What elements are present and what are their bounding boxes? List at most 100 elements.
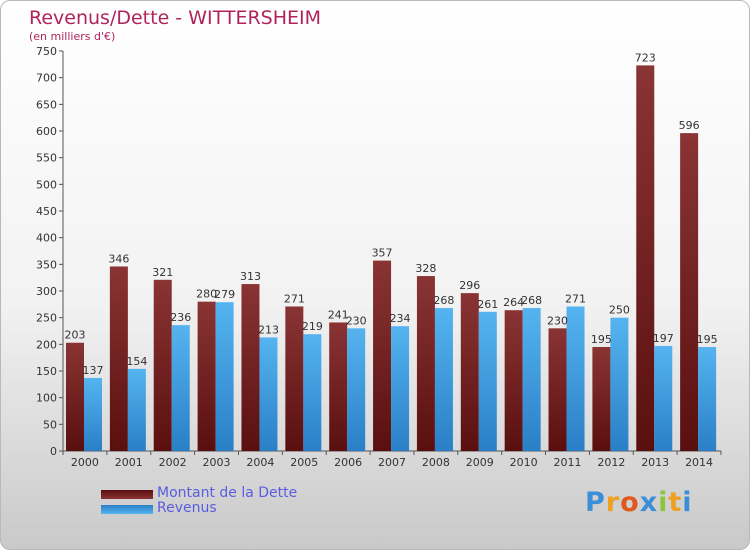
legend-swatch-revenus: [101, 505, 153, 514]
data-label: 357: [372, 247, 393, 260]
y-tick-label: 150: [36, 365, 57, 378]
legend-label-debt: Montant de la Dette: [157, 485, 298, 501]
y-tick-label: 0: [50, 445, 57, 458]
data-label: 313: [240, 270, 261, 283]
bar-revenus: [347, 328, 366, 451]
bar-revenus: [127, 368, 146, 451]
x-tick-label: 2014: [685, 456, 713, 469]
bar-revenus: [610, 317, 629, 451]
chart-subtitle: (en milliers d'€): [29, 30, 116, 43]
bar-revenus: [478, 311, 497, 451]
bar-revenus: [434, 308, 453, 451]
bar-revenus: [391, 326, 410, 451]
data-label: 230: [547, 314, 568, 327]
bar-dette: [680, 133, 699, 451]
data-label: 219: [302, 320, 323, 333]
data-label: 279: [214, 288, 235, 301]
bar-dette: [285, 306, 304, 451]
y-tick-label: 300: [36, 285, 57, 298]
bar-dette: [504, 310, 523, 451]
x-tick-label: 2010: [510, 456, 538, 469]
bar-dette: [592, 347, 611, 451]
bar-dette: [66, 342, 84, 451]
bar-revenus: [84, 377, 102, 451]
logo-letter: t: [668, 487, 683, 518]
legend-label-revenus: Revenus: [157, 500, 217, 516]
y-tick-label: 750: [36, 45, 57, 58]
data-label: 203: [65, 329, 86, 342]
bar-dette: [460, 293, 479, 451]
bar-revenus: [171, 325, 190, 451]
bar-revenus: [303, 334, 322, 451]
bar-dette: [373, 260, 392, 451]
data-label: 328: [415, 262, 436, 275]
bar-dette: [153, 279, 172, 451]
data-label: 723: [635, 51, 656, 64]
logo-letter: i: [658, 487, 669, 518]
x-tick-label: 2000: [71, 456, 99, 469]
logo-letter: o: [620, 487, 640, 518]
x-tick-label: 2003: [203, 456, 231, 469]
bar-revenus: [566, 306, 585, 451]
bar-dette: [329, 322, 348, 451]
logo-letter: x: [639, 487, 659, 518]
y-tick-label: 200: [36, 338, 57, 351]
x-tick-label: 2006: [334, 456, 362, 469]
data-label: 268: [433, 294, 454, 307]
data-label: 280: [196, 288, 217, 301]
bar-revenus: [259, 337, 278, 451]
x-tick-label: 2013: [641, 456, 669, 469]
x-tick-label: 2008: [422, 456, 450, 469]
logo-letter: i: [682, 487, 693, 518]
bar-dette: [109, 266, 128, 451]
y-tick-label: 400: [36, 232, 57, 245]
data-label: 268: [521, 294, 542, 307]
y-tick-label: 100: [36, 392, 57, 405]
data-label: 230: [346, 314, 367, 327]
x-tick-label: 2009: [466, 456, 494, 469]
legend-swatch-debt: [101, 490, 153, 499]
bar-revenus: [698, 347, 717, 451]
data-label: 264: [503, 296, 524, 309]
logo-letter: P: [585, 487, 606, 518]
data-label: 271: [565, 292, 586, 305]
bar-dette: [636, 65, 655, 452]
y-tick-label: 650: [36, 98, 57, 111]
data-label: 296: [459, 279, 480, 292]
data-label: 234: [390, 312, 411, 325]
logo-letter: r: [605, 487, 621, 518]
y-tick-label: 700: [36, 72, 57, 85]
data-label: 241: [328, 308, 349, 321]
bar-revenus: [654, 345, 673, 451]
y-tick-label: 500: [36, 178, 57, 191]
x-tick-label: 2002: [159, 456, 187, 469]
bar-dette: [548, 328, 567, 451]
data-label: 346: [108, 252, 129, 265]
y-tick-label: 550: [36, 152, 57, 165]
data-label: 236: [170, 311, 191, 324]
y-tick-label: 450: [36, 205, 57, 218]
x-tick-label: 2011: [553, 456, 581, 469]
y-tick-label: 250: [36, 312, 57, 325]
y-tick-label: 600: [36, 125, 57, 138]
y-tick-label: 50: [43, 418, 57, 431]
y-tick-label: 350: [36, 258, 57, 271]
data-label: 596: [679, 119, 700, 132]
data-label: 197: [653, 332, 674, 345]
chart-title: Revenus/Dette - WITTERSHEIM: [29, 7, 322, 29]
data-label: 137: [83, 364, 104, 377]
x-tick-label: 2004: [246, 456, 274, 469]
data-label: 195: [591, 333, 612, 346]
data-label: 261: [477, 298, 498, 311]
bar-dette: [197, 301, 216, 451]
data-label: 271: [284, 292, 305, 305]
data-label: 250: [609, 304, 630, 317]
x-tick-label: 2001: [115, 456, 143, 469]
data-label: 321: [152, 266, 173, 279]
x-tick-label: 2012: [597, 456, 625, 469]
bar-dette: [416, 276, 435, 451]
bar-revenus: [215, 302, 234, 451]
proxiti-logo: Proxiti: [585, 487, 693, 518]
